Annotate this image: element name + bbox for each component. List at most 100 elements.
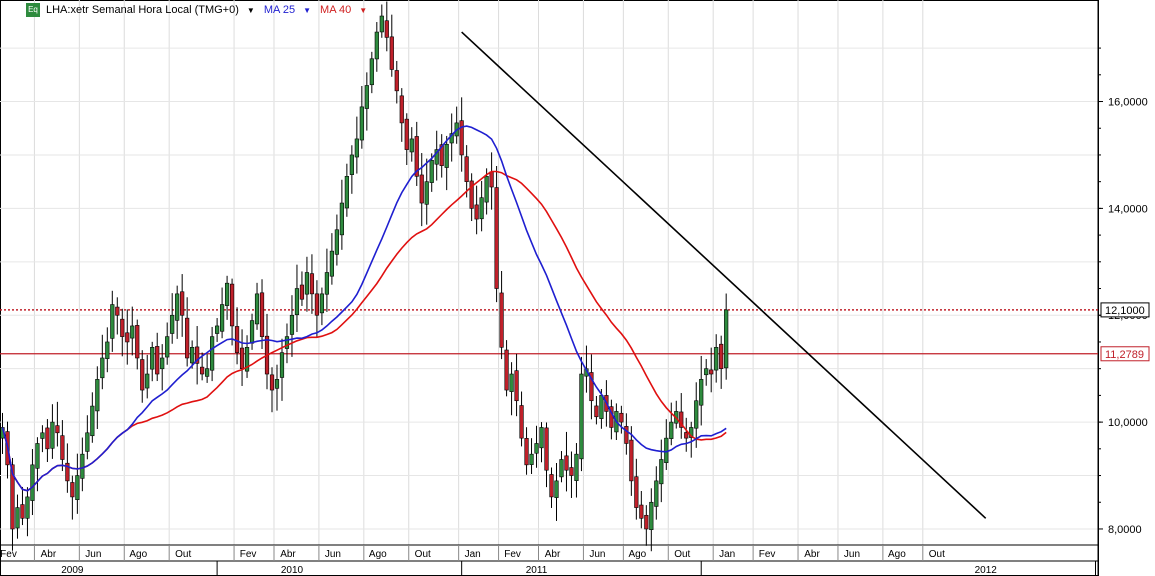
x-month-label: Out (674, 549, 690, 560)
candle-body (649, 501, 654, 531)
x-month-label: Out (415, 549, 431, 560)
level-label: 11,2789 (1105, 349, 1144, 361)
level-label: 12,1000 (1105, 305, 1145, 317)
candle-body (190, 347, 195, 364)
candle-body (229, 283, 235, 327)
candle-body (424, 181, 429, 205)
x-month-label: Out (929, 549, 945, 560)
x-month-label: Jun (325, 549, 341, 560)
candle-body (259, 292, 265, 337)
candle-body (374, 31, 379, 60)
chevron-down-icon[interactable]: ▼ (359, 5, 368, 15)
candle-body (15, 507, 20, 529)
candle-body (25, 496, 30, 519)
candle-body (534, 443, 539, 454)
x-month-label: Abr (804, 549, 820, 560)
candle-body (140, 359, 145, 391)
candle-body (369, 58, 374, 86)
legend-ma25[interactable]: MA 25 (263, 3, 296, 16)
candle-body (709, 369, 714, 375)
candle-body (429, 159, 434, 183)
candle-body (324, 272, 330, 295)
candle-body (544, 427, 549, 471)
candle-body (219, 304, 225, 332)
chevron-down-icon[interactable]: ▼ (246, 5, 255, 15)
candle-body (694, 400, 699, 429)
x-year-label: 2012 (975, 565, 998, 576)
candle-body (254, 293, 260, 325)
candle-body (364, 85, 369, 109)
x-month-label: Ago (628, 549, 646, 560)
candle-body (319, 293, 325, 314)
candle-body (100, 357, 105, 379)
trendline (461, 31, 987, 519)
candle-body (334, 229, 339, 255)
y-tick-label: 16,0000 (1108, 97, 1148, 109)
x-month-label: Jan (719, 549, 735, 560)
ma25-line (1, 125, 727, 492)
legend-ma40[interactable]: MA 40 (320, 3, 352, 16)
candle-body (499, 292, 504, 348)
x-month-label: Abr (545, 549, 561, 560)
candle-body (110, 304, 115, 339)
candle-body (195, 346, 200, 364)
candle-body (509, 373, 514, 392)
candle-body (539, 427, 544, 449)
y-tick-label: 10,0000 (1108, 417, 1148, 429)
candle-body (279, 352, 285, 378)
x-month-label: Fev (759, 549, 776, 560)
candle-body (309, 273, 315, 295)
candle-body (689, 427, 694, 438)
candle-body (130, 325, 135, 339)
candle-body (60, 435, 65, 460)
x-month-label: Fev (0, 549, 17, 560)
candle-body (329, 250, 334, 277)
candle-body (239, 347, 245, 369)
candle-body (45, 427, 50, 450)
candle-body (314, 293, 320, 316)
candle-body (215, 325, 220, 334)
x-month-label: Jun (589, 549, 605, 560)
candle-body (554, 480, 559, 498)
x-month-label: Jan (465, 549, 481, 560)
candle-body (394, 70, 399, 92)
candle-body (155, 346, 160, 375)
candle-body (714, 347, 719, 371)
x-month-label: Fev (240, 549, 257, 560)
candle-body (659, 459, 664, 485)
candle-body (20, 504, 25, 519)
candle-body (519, 405, 524, 439)
candle-body (115, 306, 120, 316)
candle-body (384, 20, 389, 38)
candle-body (55, 425, 60, 434)
candle-body (594, 405, 599, 418)
candle-body (339, 202, 344, 236)
candle-body (160, 357, 165, 370)
candle-body (494, 187, 499, 289)
candle-body (145, 373, 150, 389)
candle-body (459, 120, 464, 156)
x-month-label: Ago (129, 549, 147, 560)
legend-title[interactable]: LHA:xetr Semanal Hora Local (TMG+0) (46, 3, 239, 16)
candle-body (444, 143, 449, 168)
candle-body (30, 464, 35, 501)
candle-body (639, 504, 644, 519)
grid (0, 0, 1098, 545)
candle-body (35, 443, 40, 469)
y-tick-label: 14,0000 (1108, 203, 1148, 215)
chevron-down-icon[interactable]: ▼ (303, 5, 311, 15)
candle-body (524, 438, 529, 466)
x-month-label: Abr (41, 549, 57, 560)
candle-body (399, 95, 404, 124)
candle-body (479, 197, 484, 220)
candle-body (95, 379, 100, 412)
x-month-label: Jun (85, 549, 101, 560)
candle-body (549, 474, 554, 498)
x-month-label: Abr (280, 549, 296, 560)
level-label-box (1100, 302, 1150, 318)
x-month-label: Out (175, 549, 191, 560)
candle-body (165, 336, 170, 358)
candle-body (80, 453, 85, 479)
candle-body (10, 464, 15, 530)
candle-body (50, 421, 55, 449)
